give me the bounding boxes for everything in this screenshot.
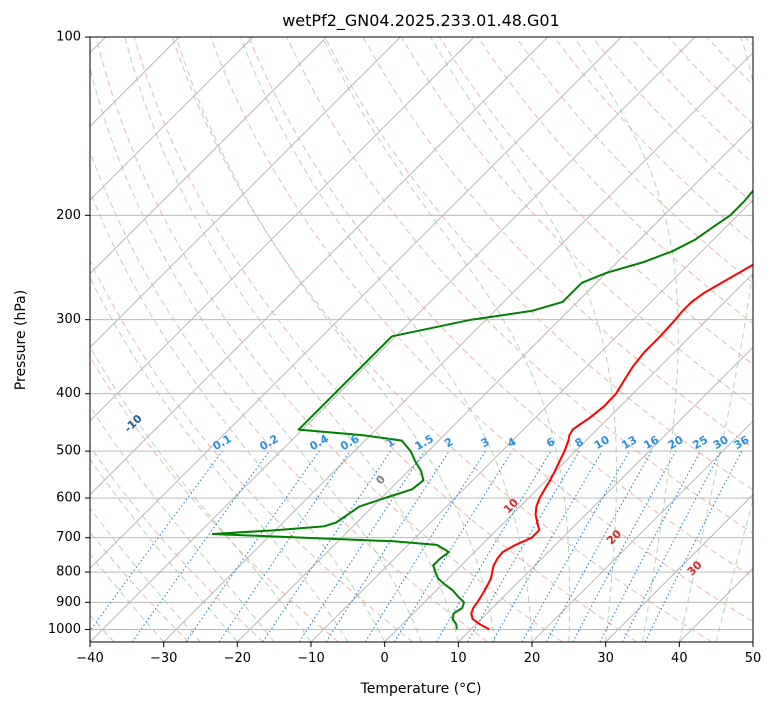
dry-adiabat-line (90, 259, 414, 642)
mixing-ratio-line (185, 450, 320, 642)
x-tick-label: 20 (524, 651, 541, 666)
dry-adiabat-line (133, 37, 638, 642)
isotherm-grid (90, 37, 753, 642)
dry-adiabat-line (90, 445, 264, 642)
moist-adiabat-line (90, 507, 201, 642)
isotherm-line (90, 37, 475, 422)
isotherm-line (237, 125, 753, 642)
y-tick-label: 100 (56, 30, 81, 45)
profile-series (211, 189, 753, 631)
moist-adiabat-line (90, 405, 275, 642)
y-tick-label: 900 (56, 595, 81, 610)
mixing-ratio-line (262, 450, 392, 642)
mixing-ratio-line (218, 450, 351, 642)
dry-adiabats (90, 37, 753, 642)
dewpoint-profile-line (211, 189, 753, 630)
mixing-ratio-line (393, 450, 513, 642)
moist-adiabat-line (322, 37, 571, 642)
moist-adiabat-line (90, 458, 238, 642)
isobar-grid (90, 37, 753, 630)
moist-adiabat-line (90, 189, 386, 642)
isotherm-line (605, 494, 753, 642)
moist-adiabat-line (90, 553, 165, 642)
chart-title: wetPf2_GN04.2025.233.01.48.G01 (282, 11, 560, 31)
dry-adiabat-line (90, 356, 339, 642)
isotherm-line (90, 37, 401, 348)
dry-adiabat-line (95, 37, 563, 642)
moist-adiabat-line (239, 37, 533, 642)
dry-adiabat-line (286, 37, 753, 534)
dry-adiabat-line (248, 37, 753, 578)
mixing-ratio-line (572, 450, 677, 642)
y-tick-label: 800 (56, 565, 81, 580)
mixing-ratio-line (325, 450, 450, 642)
moist-adiabat-line (90, 65, 422, 642)
x-tick-label: −40 (76, 651, 103, 666)
y-axis-label: Pressure (hPa) (13, 290, 29, 390)
moist-adiabat-line (90, 276, 349, 642)
y-tick-label: 600 (56, 491, 81, 506)
temperature-profile-line (470, 263, 753, 631)
mixing-ratio-line (545, 450, 653, 642)
isotherm-line (90, 37, 254, 201)
mixing-ratio-lines (90, 450, 743, 642)
isotherm-line (90, 37, 548, 496)
isotherm-line (531, 420, 753, 642)
isotherm-line (90, 37, 622, 569)
mixing-ratio-line (521, 450, 630, 642)
x-axis-ticks: −40 −30 −20 −10 0 10 20 30 40 50 (76, 642, 761, 666)
dry-adiabat-line (171, 37, 712, 642)
y-axis-ticks: 100 200 300 400 500 600 700 800 900 1000 (48, 30, 90, 637)
x-tick-label: −10 (297, 651, 324, 666)
x-axis-label: Temperature (°C) (360, 681, 482, 697)
isotherm-line (90, 37, 327, 275)
x-tick-label: −30 (150, 651, 177, 666)
mixing-ratio-line (131, 450, 270, 642)
moist-adiabat-line (574, 37, 679, 642)
x-tick-label: 50 (745, 651, 762, 666)
y-tick-label: 300 (56, 312, 81, 327)
x-tick-label: 40 (671, 651, 688, 666)
dry-adiabat-line (324, 37, 753, 491)
moist-adiabat-line (715, 498, 753, 642)
moist-adiabat-line (678, 37, 753, 642)
moist-adiabat-line (90, 345, 312, 642)
x-tick-label: 30 (597, 651, 614, 666)
x-tick-label: −20 (224, 651, 251, 666)
mixing-ratio-line (90, 450, 223, 632)
y-tick-label: 400 (56, 386, 81, 401)
y-tick-label: 1000 (48, 622, 81, 637)
y-tick-label: 200 (56, 208, 81, 223)
mixing-ratio-line (644, 450, 743, 642)
moist-adiabat-line (124, 37, 459, 642)
plot-frame (89, 36, 754, 643)
dry-adiabat-line (210, 37, 753, 623)
moist-adiabats (90, 37, 753, 642)
dry-adiabat-line (515, 37, 753, 284)
moist-adiabat-line (430, 37, 617, 642)
x-tick-label: 10 (450, 651, 467, 666)
moist-adiabat-line (175, 37, 496, 642)
isotherm-line (458, 346, 753, 642)
plot-area: -100-90-80-70-60-50-40-30-20-10010203040… (90, 37, 753, 642)
y-tick-label: 500 (56, 444, 81, 459)
x-tick-label: 0 (381, 651, 389, 666)
isotherm-line (163, 52, 753, 642)
isotherm-line (384, 273, 753, 642)
y-tick-label: 700 (56, 530, 81, 545)
